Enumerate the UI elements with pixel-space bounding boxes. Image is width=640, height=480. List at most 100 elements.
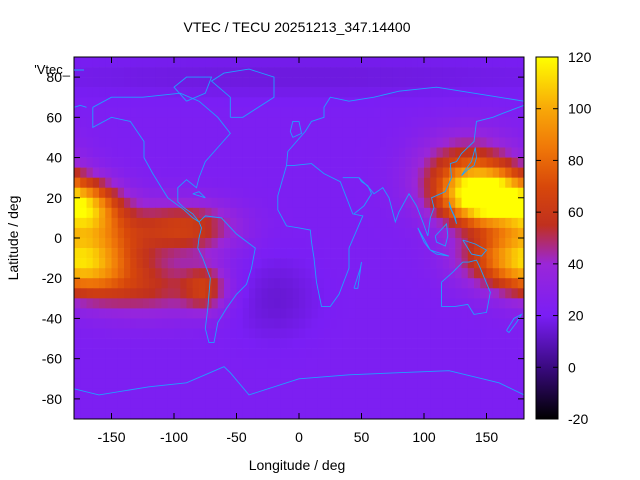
heatmap-cell — [99, 378, 106, 390]
heatmap-cell — [224, 358, 231, 370]
heatmap-cell — [224, 197, 231, 209]
heatmap-cell — [392, 127, 400, 138]
heatmap-cell — [111, 137, 119, 148]
heatmap-cell — [155, 87, 162, 98]
heatmap-cell — [467, 308, 475, 319]
heatmap-cell — [436, 258, 444, 269]
heatmap-cell — [161, 67, 169, 78]
heatmap-cell — [199, 398, 206, 410]
heatmap-cell — [224, 97, 231, 108]
heatmap-cell — [80, 358, 87, 370]
heatmap-cell — [180, 227, 187, 239]
heatmap-cell — [255, 278, 262, 289]
heatmap-cell — [480, 338, 487, 349]
heatmap-cell — [80, 177, 87, 189]
heatmap-cell — [149, 57, 156, 68]
heatmap-cell — [455, 137, 462, 148]
heatmap-cell — [449, 338, 456, 349]
heatmap-cell — [174, 107, 181, 118]
heatmap-cell — [149, 177, 156, 189]
heatmap-cell — [274, 137, 281, 148]
heatmap-cell — [74, 227, 81, 239]
heatmap-cell — [86, 147, 94, 158]
heatmap-cell — [480, 197, 487, 209]
heatmap-cell — [324, 87, 331, 98]
heatmap-cell — [80, 217, 87, 229]
heatmap-cell — [274, 378, 281, 390]
heatmap-cell — [380, 298, 387, 309]
heatmap-cell — [124, 107, 131, 118]
heatmap-cell — [167, 338, 175, 349]
heatmap-cell — [267, 248, 275, 259]
heatmap-cell — [324, 147, 331, 158]
heatmap-cell — [324, 388, 331, 400]
heatmap-cell — [374, 227, 381, 239]
heatmap-cell — [380, 358, 387, 370]
heatmap-cell — [92, 408, 100, 419]
heatmap-cell — [430, 137, 437, 148]
heatmap-cell — [142, 147, 150, 158]
heatmap-cell — [374, 288, 381, 299]
heatmap-cell — [249, 227, 256, 239]
heatmap-cell — [317, 398, 325, 410]
heatmap-cell — [374, 77, 381, 88]
heatmap-cell — [167, 187, 175, 199]
heatmap-cell — [149, 127, 156, 138]
heatmap-cell — [517, 268, 524, 279]
heatmap-cell — [367, 338, 375, 349]
heatmap-cell — [374, 238, 381, 249]
heatmap-cell — [286, 127, 294, 138]
heatmap-cell — [430, 167, 437, 178]
heatmap-cell — [180, 288, 187, 299]
heatmap-cell — [230, 207, 237, 219]
heatmap-cell — [455, 328, 462, 339]
heatmap-cell — [417, 197, 425, 209]
heatmap-cell — [386, 268, 394, 279]
heatmap-cell — [99, 278, 106, 289]
heatmap-cell — [211, 288, 219, 299]
heatmap-cell — [336, 97, 344, 108]
heatmap-cell — [355, 167, 362, 178]
heatmap-cell — [342, 217, 350, 229]
heatmap-cell — [336, 308, 344, 319]
heatmap-cell — [411, 217, 419, 229]
heatmap-cell — [480, 57, 487, 68]
heatmap-cell — [492, 378, 500, 390]
heatmap-cell — [292, 127, 300, 138]
heatmap-cell — [92, 107, 100, 118]
heatmap-cell — [274, 77, 281, 88]
heatmap-cell — [74, 117, 81, 128]
heatmap-cell — [380, 308, 387, 319]
heatmap-cell — [155, 338, 162, 349]
heatmap-cell — [324, 338, 331, 349]
heatmap-cell — [417, 57, 425, 68]
heatmap-cell — [261, 278, 269, 289]
heatmap-cell — [336, 57, 344, 68]
heatmap-cell — [217, 298, 225, 309]
heatmap-cell — [261, 238, 269, 249]
heatmap-cell — [399, 157, 406, 168]
heatmap-cell — [242, 378, 250, 390]
heatmap-cell — [211, 67, 219, 78]
heatmap-cell — [505, 167, 512, 178]
heatmap-cell — [124, 217, 131, 229]
heatmap-cell — [442, 77, 450, 88]
heatmap-cell — [211, 238, 219, 249]
heatmap-cell — [261, 187, 269, 199]
heatmap-cell — [142, 328, 150, 339]
vtec-heatmap — [74, 57, 524, 419]
heatmap-cell — [249, 107, 256, 118]
heatmap-cell — [317, 57, 325, 68]
heatmap-cell — [280, 318, 287, 329]
heatmap-cell — [142, 177, 150, 189]
heatmap-cell — [205, 77, 212, 88]
heatmap-cell — [80, 97, 87, 108]
heatmap-cell — [424, 278, 431, 289]
heatmap-cell — [142, 238, 150, 249]
heatmap-cell — [517, 187, 524, 199]
heatmap-cell — [186, 117, 194, 128]
heatmap-cell — [249, 278, 256, 289]
x-axis-ticks: -150 -100 -50 0 50 100 150 — [97, 57, 498, 445]
heatmap-cell — [142, 87, 150, 98]
